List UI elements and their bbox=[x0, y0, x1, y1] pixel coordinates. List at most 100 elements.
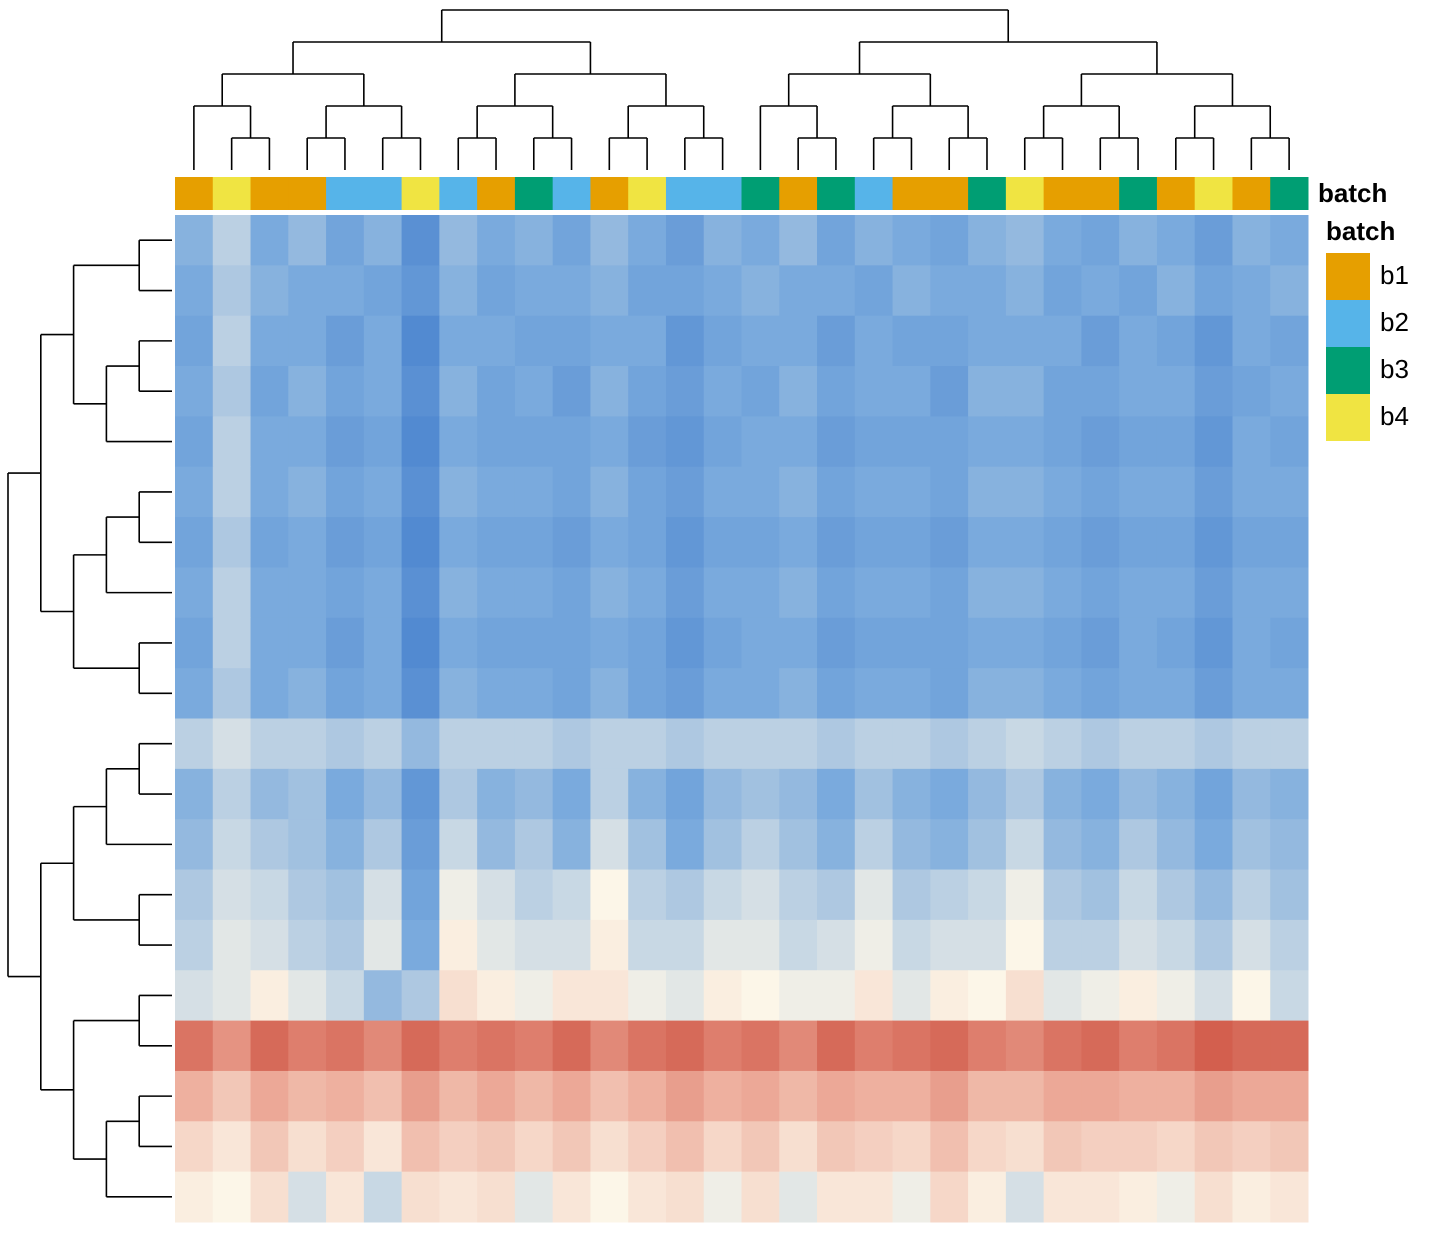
heatmap-cell bbox=[665, 215, 705, 266]
heatmap-cell bbox=[1156, 517, 1196, 568]
heatmap-cell bbox=[854, 466, 894, 518]
heatmap-cell bbox=[363, 919, 403, 971]
heatmap-cell bbox=[212, 718, 252, 770]
heatmap-cell bbox=[892, 517, 931, 568]
heatmap-cell bbox=[892, 315, 931, 367]
heatmap-cell bbox=[514, 919, 554, 971]
heatmap-cell bbox=[817, 366, 856, 417]
annotation-cell bbox=[854, 177, 894, 210]
heatmap-cell bbox=[363, 215, 403, 266]
heatmap-cell bbox=[363, 517, 403, 568]
heatmap-cell bbox=[665, 1171, 705, 1223]
heatmap-cell bbox=[628, 1121, 667, 1173]
heatmap-cell bbox=[1156, 366, 1196, 417]
heatmap-cell bbox=[477, 416, 516, 468]
legend-swatch bbox=[1326, 394, 1370, 441]
heatmap-cell bbox=[1081, 315, 1120, 367]
heatmap-cell bbox=[1270, 919, 1309, 971]
heatmap-cell bbox=[590, 466, 629, 518]
heatmap-cell bbox=[590, 265, 629, 317]
annotation-cell bbox=[212, 177, 252, 210]
heatmap-cell bbox=[892, 1020, 931, 1072]
heatmap-cell bbox=[363, 869, 403, 921]
heatmap-cell bbox=[854, 315, 894, 367]
heatmap-cell bbox=[1119, 617, 1158, 669]
heatmap-cell bbox=[817, 1070, 856, 1122]
heatmap-cell bbox=[212, 315, 252, 367]
heatmap-cell bbox=[326, 970, 365, 1022]
heatmap-cell bbox=[1081, 466, 1120, 518]
heatmap-cell bbox=[628, 869, 667, 921]
heatmap-cell bbox=[817, 819, 856, 871]
heatmap-cell bbox=[1156, 567, 1196, 619]
heatmap-cell bbox=[892, 416, 931, 468]
heatmap-cell bbox=[930, 617, 969, 669]
heatmap-cell bbox=[779, 567, 818, 619]
heatmap-cell bbox=[1081, 517, 1120, 568]
heatmap-cell bbox=[552, 517, 591, 568]
heatmap-cell bbox=[590, 1070, 629, 1122]
heatmap-cell bbox=[401, 919, 440, 971]
heatmap-cell bbox=[326, 1171, 365, 1223]
heatmap-cell bbox=[477, 718, 516, 770]
heatmap-cell bbox=[930, 768, 969, 820]
heatmap-cell bbox=[477, 768, 516, 820]
heatmap-cell bbox=[1005, 517, 1045, 568]
heatmap-cell bbox=[401, 768, 440, 820]
heatmap-cell bbox=[326, 668, 365, 719]
heatmap-cell bbox=[590, 416, 629, 468]
heatmap-cell bbox=[703, 1020, 742, 1072]
heatmap-cell bbox=[1119, 768, 1158, 820]
heatmap-cell bbox=[1081, 265, 1120, 317]
heatmap-cell bbox=[892, 366, 931, 417]
heatmap-cell bbox=[892, 869, 931, 921]
heatmap-cell bbox=[817, 718, 856, 770]
heatmap-cell bbox=[212, 567, 252, 619]
heatmap-cell bbox=[250, 265, 289, 317]
heatmap-cell bbox=[401, 265, 440, 317]
heatmap-cell bbox=[1232, 315, 1271, 367]
heatmap-cell bbox=[439, 1171, 478, 1223]
heatmap-cell bbox=[288, 315, 327, 367]
heatmap-cell bbox=[930, 265, 969, 317]
heatmap-cell bbox=[1194, 265, 1233, 317]
heatmap-cell bbox=[854, 215, 894, 266]
heatmap-cell bbox=[1156, 819, 1196, 871]
heatmap-cell bbox=[1270, 718, 1309, 770]
heatmap-cell bbox=[892, 1171, 931, 1223]
heatmap-cell bbox=[477, 215, 516, 266]
heatmap-cell bbox=[590, 315, 629, 367]
heatmap-cell bbox=[212, 215, 252, 266]
legend-label: b4 bbox=[1380, 401, 1409, 431]
heatmap-cell bbox=[1270, 567, 1309, 619]
heatmap-cell bbox=[212, 466, 252, 518]
heatmap-cell bbox=[854, 970, 894, 1022]
heatmap-cell bbox=[779, 668, 818, 719]
heatmap-cell bbox=[477, 919, 516, 971]
heatmap-cell bbox=[817, 1171, 856, 1223]
heatmap-cell bbox=[1270, 1020, 1309, 1072]
heatmap-cell bbox=[1232, 819, 1271, 871]
heatmap-cell bbox=[1194, 819, 1233, 871]
heatmap-cell bbox=[1194, 416, 1233, 468]
heatmap-cell bbox=[250, 869, 289, 921]
heatmap-cell bbox=[175, 869, 214, 921]
heatmap-cell bbox=[779, 768, 818, 820]
annotation-cell bbox=[1119, 177, 1158, 210]
heatmap-cell bbox=[817, 1121, 856, 1173]
heatmap-cell bbox=[1081, 617, 1120, 669]
heatmap-cell bbox=[175, 1121, 214, 1173]
heatmap-cell bbox=[665, 718, 705, 770]
heatmap-cell bbox=[175, 517, 214, 568]
heatmap-cell bbox=[703, 567, 742, 619]
annotation-cell bbox=[288, 177, 327, 210]
heatmap-cell bbox=[930, 215, 969, 266]
heatmap-cell bbox=[854, 567, 894, 619]
heatmap-cell bbox=[363, 819, 403, 871]
heatmap-cell bbox=[552, 970, 591, 1022]
heatmap-cell bbox=[514, 617, 554, 669]
heatmap-cell bbox=[665, 1070, 705, 1122]
heatmap-cell bbox=[175, 567, 214, 619]
heatmap-cell bbox=[854, 668, 894, 719]
heatmap-cell bbox=[968, 466, 1007, 518]
